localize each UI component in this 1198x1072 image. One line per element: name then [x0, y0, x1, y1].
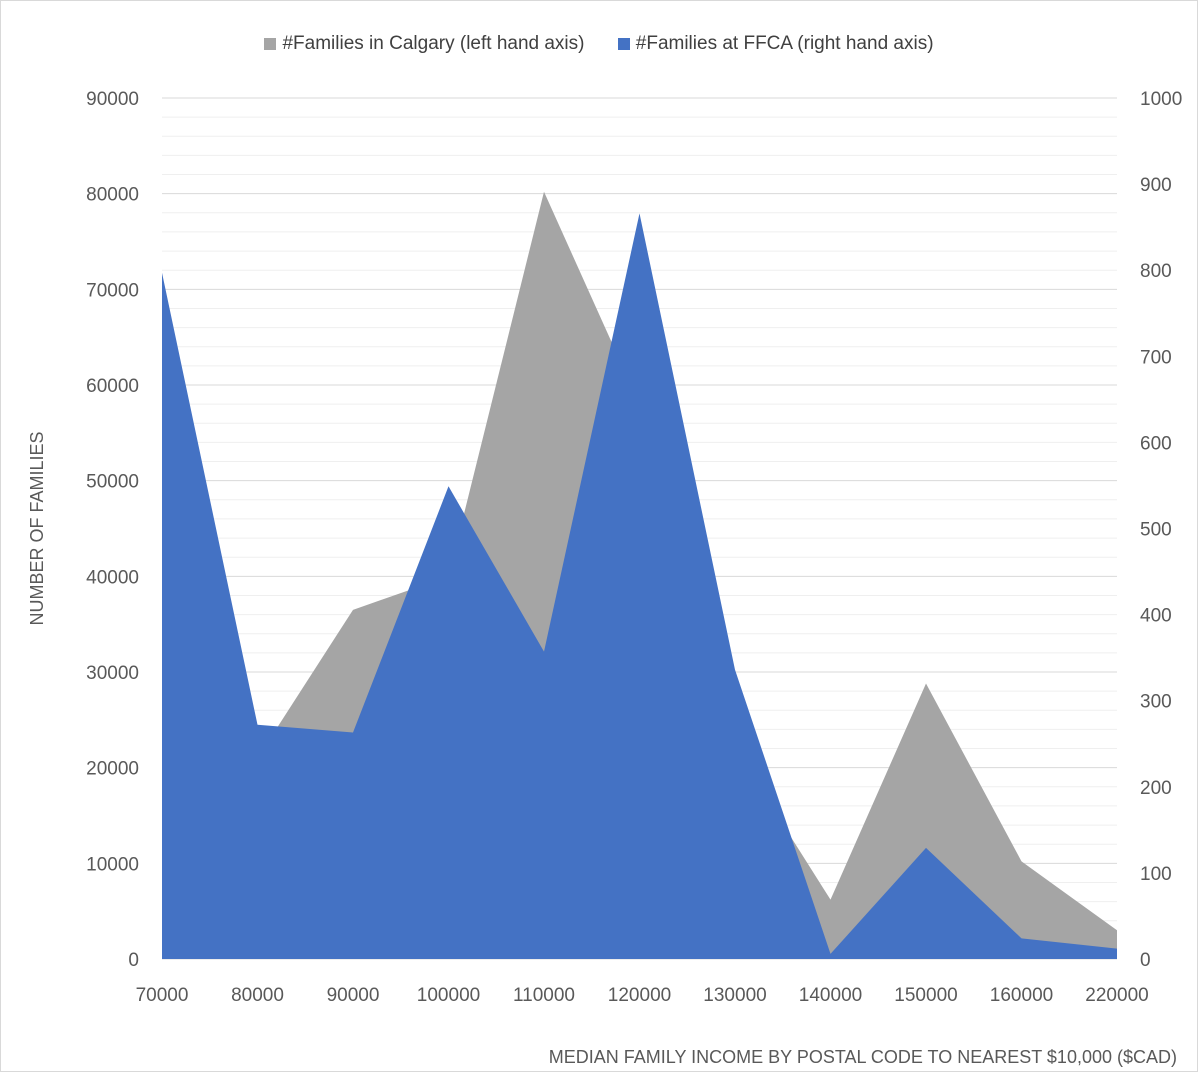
y-tick-label-right: 600 [1140, 433, 1172, 454]
x-tick-label: 80000 [231, 985, 284, 1006]
x-axis-title: MEDIAN FAMILY INCOME BY POSTAL CODE TO N… [549, 1047, 1177, 1067]
y-tick-label-right: 900 [1140, 175, 1172, 196]
legend-label-ffca: #Families at FFCA (right hand axis) [635, 33, 934, 54]
legend-item-ffca: #Families at FFCA (right hand axis) [617, 33, 934, 55]
y-tick-label-right: 700 [1140, 347, 1172, 368]
legend-item-calgary: #Families in Calgary (left hand axis) [264, 33, 584, 55]
y-tick-label-left: 0 [128, 950, 139, 971]
y-tick-label-right: 500 [1140, 520, 1172, 541]
x-tick-label: 120000 [608, 985, 671, 1006]
y-tick-label-right: 1000 [1140, 89, 1182, 110]
y-tick-label-left: 50000 [86, 472, 139, 493]
x-tick-label: 70000 [136, 985, 189, 1006]
y-tick-label-right: 300 [1140, 692, 1172, 713]
x-tick-label: 110000 [513, 985, 575, 1006]
x-tick-label: 90000 [327, 985, 380, 1006]
x-tick-label: 130000 [703, 985, 766, 1006]
x-tick-label: 100000 [417, 985, 480, 1006]
legend-swatch-calgary [264, 38, 277, 50]
y-tick-label-right: 100 [1140, 864, 1172, 885]
y-tick-label-right: 200 [1140, 778, 1172, 799]
y-tick-label-left: 60000 [86, 376, 139, 397]
legend-label-calgary: #Families in Calgary (left hand axis) [282, 33, 585, 54]
y-tick-label-right: 0 [1140, 950, 1151, 971]
x-tick-label: 150000 [894, 985, 957, 1006]
legend-swatch-ffca [617, 38, 630, 50]
y-tick-label-left: 80000 [86, 185, 139, 206]
area-series-ffca [162, 213, 1117, 959]
y-axis-title: NUMBER OF FAMILIES [27, 431, 47, 625]
y-tick-label-left: 90000 [86, 89, 139, 110]
y-tick-label-left: 40000 [86, 567, 139, 588]
y-tick-label-right: 400 [1140, 606, 1172, 627]
y-tick-label-left: 70000 [86, 280, 139, 301]
y-tick-label-left: 30000 [86, 663, 139, 684]
y-tick-label-right: 800 [1140, 261, 1172, 282]
y-tick-label-left: 20000 [86, 759, 139, 780]
x-tick-label: 140000 [799, 985, 862, 1006]
y-tick-label-left: 10000 [86, 854, 139, 875]
x-tick-label: 160000 [990, 985, 1053, 1006]
x-tick-label: 220000 [1085, 985, 1148, 1006]
legend: #Families in Calgary (left hand axis) #F… [0, 33, 1198, 56]
